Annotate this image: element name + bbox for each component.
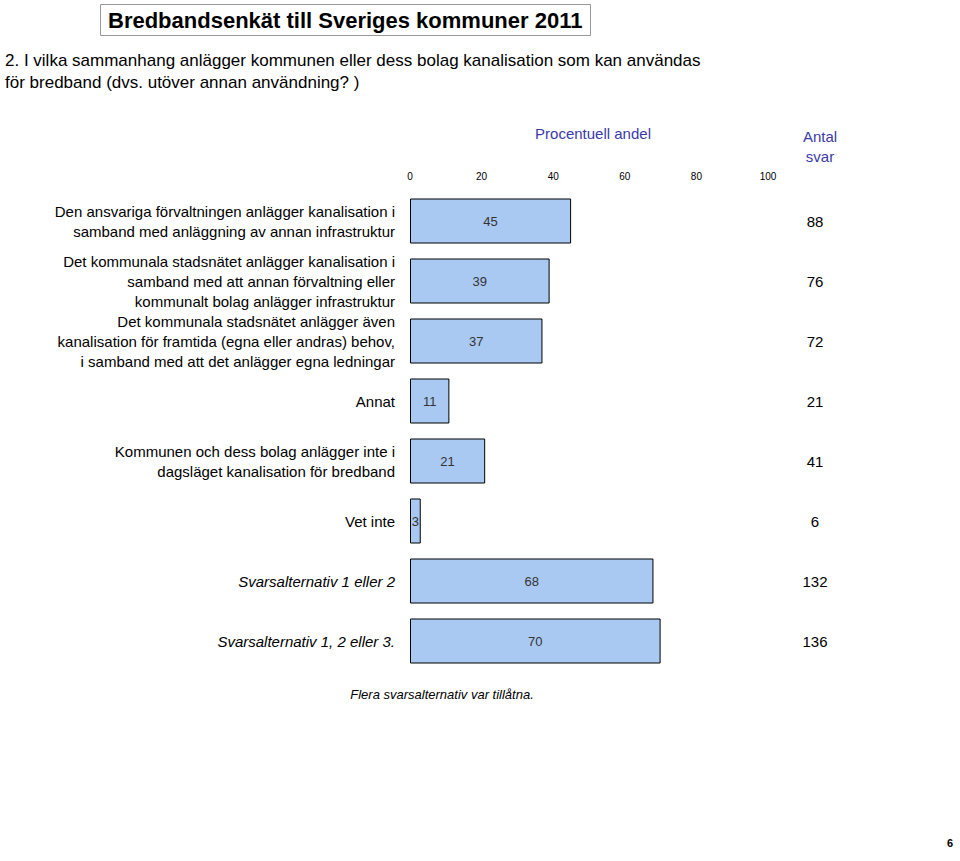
svg-text:2. I vilka sammanhang anlägger: 2. I vilka sammanhang anlägger kommunen … <box>5 51 701 70</box>
svg-text:45: 45 <box>483 214 497 229</box>
svg-text:Den ansvariga förvaltningen an: Den ansvariga förvaltningen anlägger kan… <box>55 203 395 220</box>
svg-text:39: 39 <box>473 274 487 289</box>
svg-text:100: 100 <box>760 171 777 182</box>
svg-text:21: 21 <box>807 393 824 410</box>
svg-text:dagsläget kanalisation för bre: dagsläget kanalisation för bredband <box>157 463 395 480</box>
svg-text:76: 76 <box>807 273 824 290</box>
svg-text:6: 6 <box>947 837 953 849</box>
svg-text:6: 6 <box>811 513 819 530</box>
svg-text:21: 21 <box>440 454 454 469</box>
svg-text:0: 0 <box>407 171 413 182</box>
svg-text:3: 3 <box>412 514 419 529</box>
svg-text:11: 11 <box>423 394 437 409</box>
svg-text:Det kommunala stadsnätet anläg: Det kommunala stadsnätet anlägger kanali… <box>63 253 395 270</box>
svg-text:40: 40 <box>548 171 560 182</box>
svg-text:Det kommunala stadsnätet anläg: Det kommunala stadsnätet anlägger även <box>117 313 395 330</box>
svg-text:132: 132 <box>802 573 827 590</box>
svg-text:samband med att annan förvaltn: samband med att annan förvaltning eller <box>127 273 395 290</box>
svg-text:Procentuell andel: Procentuell andel <box>535 125 651 142</box>
svg-text:72: 72 <box>807 333 824 350</box>
svg-text:37: 37 <box>469 334 483 349</box>
svg-text:68: 68 <box>524 574 538 589</box>
svg-text:60: 60 <box>619 171 631 182</box>
svg-text:80: 80 <box>691 171 703 182</box>
svg-text:Annat: Annat <box>356 393 396 410</box>
svg-text:kommunalt bolag anlägger infra: kommunalt bolag anlägger infrastruktur <box>135 293 395 310</box>
svg-text:Bredbandsenkät till Sveriges k: Bredbandsenkät till Sveriges kommuner 20… <box>108 8 582 33</box>
svg-text:Vet inte: Vet inte <box>345 513 395 530</box>
svg-text:för bredband (dvs. utöver anna: för bredband (dvs. utöver annan användni… <box>5 73 359 92</box>
svg-text:70: 70 <box>528 634 542 649</box>
svg-text:kanalisation för framtida (egn: kanalisation för framtida (egna eller an… <box>58 333 395 350</box>
svg-text:Svarsalternativ 1, 2 eller 3.: Svarsalternativ 1, 2 eller 3. <box>217 633 395 650</box>
svg-text:41: 41 <box>807 453 824 470</box>
svg-text:136: 136 <box>802 633 827 650</box>
svg-text:20: 20 <box>476 171 488 182</box>
svg-text:i samband med att det anlägger: i samband med att det anlägger egna ledn… <box>81 353 395 370</box>
svg-text:svar: svar <box>806 148 834 165</box>
svg-text:Antal: Antal <box>803 128 837 145</box>
svg-text:samband med anläggning av anna: samband med anläggning av annan infrastr… <box>73 223 395 240</box>
svg-text:Kommunen och dess bolag anlägg: Kommunen och dess bolag anlägger inte i <box>115 443 395 460</box>
svg-text:Flera svarsalternativ var till: Flera svarsalternativ var tillåtna. <box>350 687 534 702</box>
svg-text:Svarsalternativ 1 eller 2: Svarsalternativ 1 eller 2 <box>238 573 395 590</box>
svg-text:88: 88 <box>807 213 824 230</box>
